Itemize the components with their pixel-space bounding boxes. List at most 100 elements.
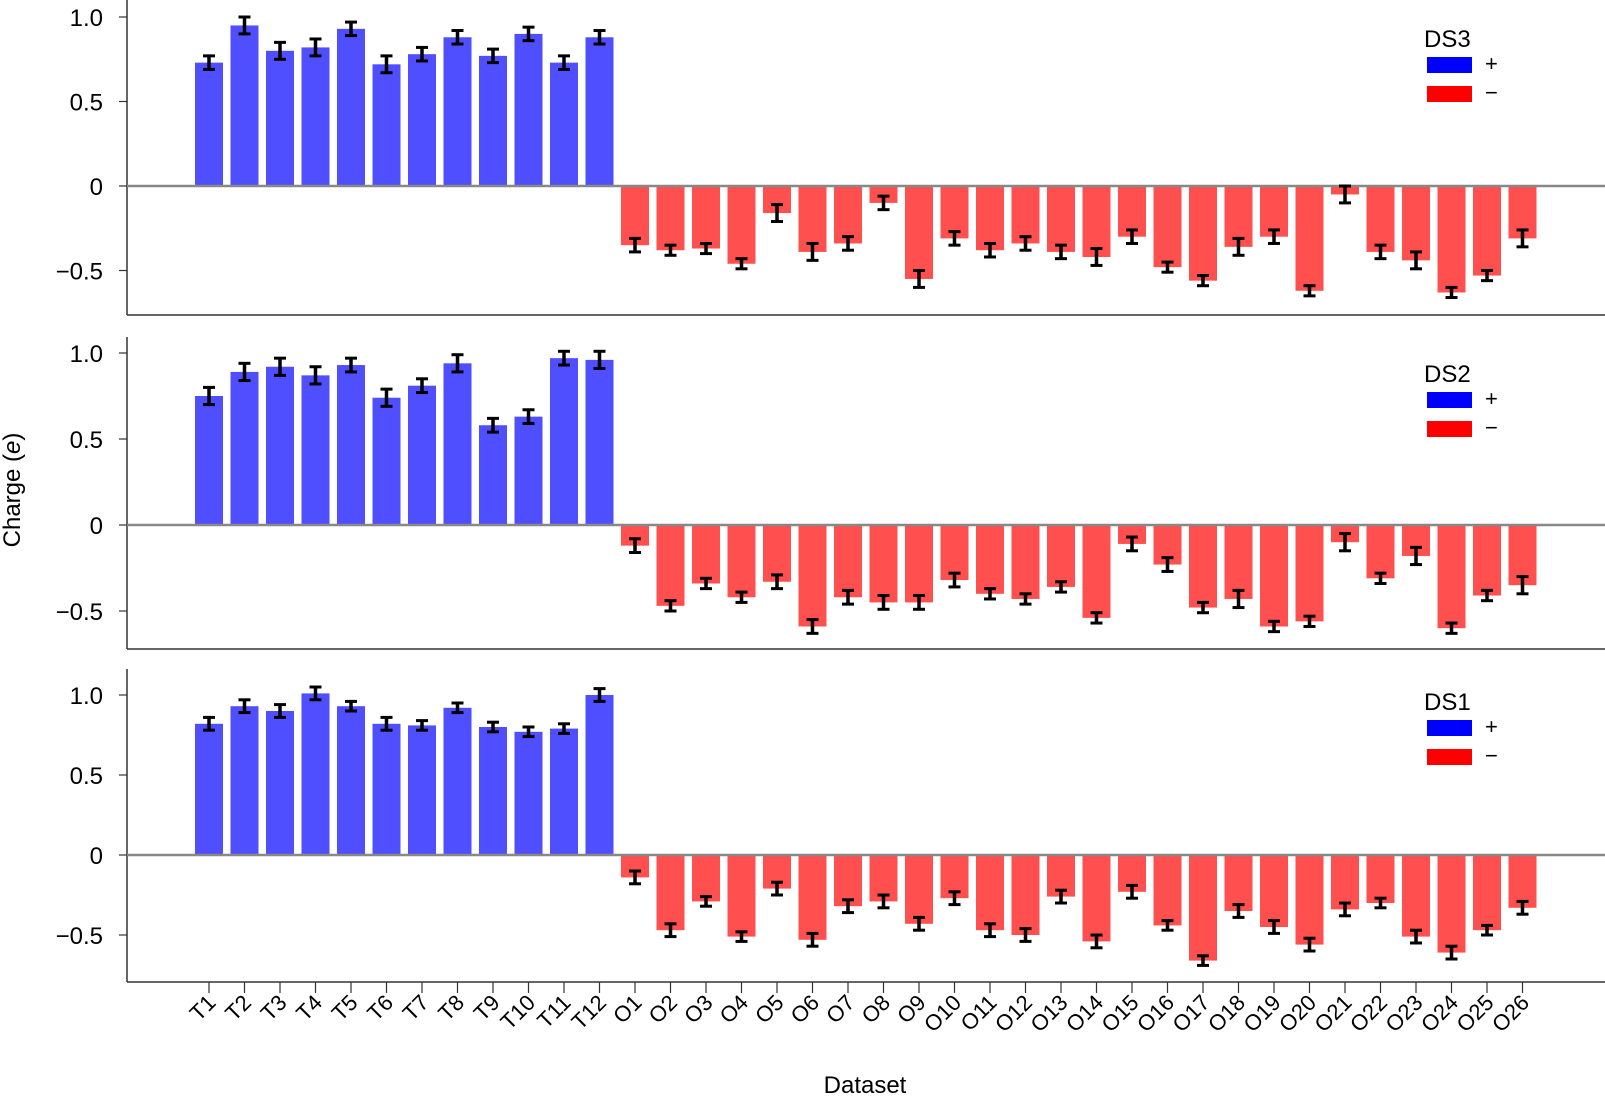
- error-bar: [1339, 532, 1351, 553]
- bar-o4: [727, 525, 756, 598]
- bar-o12: [1011, 186, 1040, 244]
- x-tick-label: T3: [256, 990, 292, 1026]
- error-bar: [1161, 556, 1174, 573]
- legend-title: DS3: [1424, 26, 1471, 53]
- error-bar: [984, 241, 996, 259]
- bar-o16: [1153, 855, 1182, 926]
- error-bar: [771, 573, 783, 591]
- bar-o5: [763, 525, 791, 582]
- error-bar: [913, 269, 925, 289]
- error-bar: [700, 241, 712, 256]
- bar-o18: [1224, 186, 1253, 247]
- bar-t2: [230, 25, 259, 187]
- x-axis: T1 T2 T3 T4 T5 T6 T7 T8 T9T10T11T12O1O2O3O4O5O6O…: [185, 982, 1534, 1037]
- error-bar: [771, 203, 783, 223]
- bar-o7: [834, 525, 862, 598]
- bar-o17: [1189, 186, 1217, 281]
- error-bar: [664, 243, 677, 257]
- bar-o11: [976, 855, 1004, 931]
- x-tick-label: O11: [956, 990, 1002, 1036]
- bar-o22: [1366, 525, 1395, 579]
- error-bar: [451, 353, 464, 374]
- legend-title: DS2: [1424, 361, 1471, 388]
- error-bar: [203, 385, 215, 407]
- bar-t10: [514, 416, 543, 525]
- y-axis-label-italic: e: [0, 441, 26, 454]
- bar-t7: [408, 725, 436, 855]
- bar-o1: [621, 525, 649, 546]
- legend-swatch: [1427, 749, 1472, 765]
- bar-o19: [1260, 186, 1288, 237]
- legend-entry-label: +: [1485, 714, 1498, 739]
- error-bar: [1374, 243, 1387, 261]
- legend-swatch: [1427, 421, 1472, 437]
- error-bar: [1410, 928, 1422, 945]
- bar-t1: [195, 723, 223, 855]
- bar-o24: [1437, 525, 1466, 629]
- bar-o9: [905, 855, 933, 924]
- error-bar: [1055, 243, 1067, 261]
- bar-o24: [1437, 855, 1466, 953]
- bar-t5: [337, 365, 365, 525]
- error-bar: [1516, 228, 1529, 249]
- y-tick-label: 0.5: [70, 427, 103, 454]
- error-bar: [913, 594, 925, 611]
- error-bar: [309, 685, 322, 702]
- error-bar: [558, 54, 570, 71]
- error-bar: [1374, 571, 1387, 585]
- error-bar: [1126, 883, 1138, 900]
- bar-t9: [479, 727, 507, 855]
- bar-o26: [1508, 855, 1537, 908]
- error-bar: [1268, 919, 1280, 935]
- bar-t2: [230, 371, 259, 525]
- legend-entry-label: −: [1485, 743, 1498, 768]
- error-bar: [416, 719, 428, 732]
- error-bar: [345, 20, 357, 38]
- error-bar: [593, 29, 606, 46]
- bar-t6: [372, 723, 401, 855]
- legend-entry-label: −: [1485, 80, 1498, 105]
- error-bar: [416, 377, 428, 395]
- bar-o15: [1118, 186, 1146, 237]
- error-bar: [522, 408, 535, 426]
- error-bar: [1339, 184, 1351, 205]
- bar-o2: [656, 855, 685, 931]
- y-tick-label: 1.0: [70, 341, 103, 368]
- bar-t1: [195, 396, 223, 525]
- y-tick-label: −0.5: [56, 923, 103, 950]
- bar-t7: [408, 385, 436, 525]
- bar-t3: [266, 711, 294, 855]
- bar-o3: [692, 525, 720, 584]
- error-bar: [629, 869, 641, 886]
- bar-t12: [585, 37, 614, 186]
- error-bar: [274, 703, 286, 719]
- bar-o1: [621, 186, 649, 246]
- x-axis-label: Dataset: [824, 1072, 907, 1096]
- bar-o4: [727, 855, 756, 937]
- error-bar: [345, 699, 357, 713]
- legend-swatch: [1427, 57, 1472, 73]
- error-bar: [629, 236, 641, 254]
- error-bar: [1410, 250, 1422, 271]
- error-bar: [1055, 888, 1067, 905]
- error-bar: [1055, 580, 1067, 594]
- legend-entry-label: +: [1485, 386, 1498, 411]
- bar-t12: [585, 695, 614, 855]
- error-bar: [1090, 611, 1103, 625]
- error-bar: [203, 54, 215, 71]
- bar-o8: [869, 525, 898, 603]
- legend-swatch: [1427, 86, 1472, 102]
- error-bar: [842, 898, 854, 915]
- error-bar: [1197, 274, 1209, 288]
- error-bar: [1161, 919, 1174, 932]
- legend-swatch: [1427, 392, 1472, 408]
- bar-o17: [1189, 855, 1217, 961]
- bar-o15: [1118, 525, 1146, 544]
- error-bar: [238, 698, 251, 715]
- error-bar: [309, 37, 322, 58]
- error-bar: [1019, 927, 1032, 943]
- error-bar: [1481, 923, 1493, 937]
- legend-title: DS1: [1424, 689, 1471, 716]
- error-bar: [1445, 621, 1458, 635]
